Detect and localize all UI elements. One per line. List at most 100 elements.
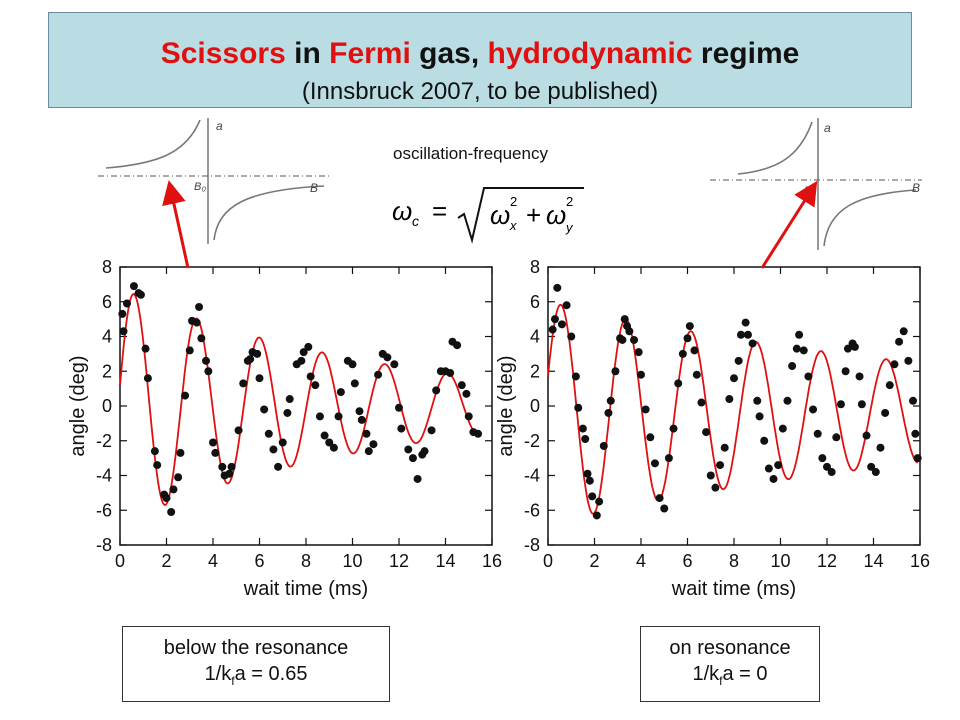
left-data-point xyxy=(311,381,320,390)
left-inset-curve-upper xyxy=(105,119,201,169)
left-data-point xyxy=(369,440,378,449)
right-data-point xyxy=(604,408,613,417)
right-data-point xyxy=(904,356,913,365)
right-data-point xyxy=(692,370,701,379)
right-data-point xyxy=(885,381,894,390)
right-data-point xyxy=(669,424,678,433)
left-inset-curve-lower xyxy=(213,185,325,241)
formula-omega-x: ω xyxy=(490,200,510,230)
left-y-tick-label: -4 xyxy=(96,466,112,486)
formula-equals: = xyxy=(432,196,447,226)
left-data-point xyxy=(362,429,371,438)
left-data-point xyxy=(432,386,441,395)
right-data-point xyxy=(909,396,918,405)
right-caption-box: on resonance 1/kfa = 0 xyxy=(640,626,820,702)
right-data-point xyxy=(664,454,673,463)
right-data-point xyxy=(641,405,650,414)
right-data-point xyxy=(578,424,587,433)
right-caption-value: a = 0 xyxy=(722,663,768,685)
left-data-point xyxy=(176,448,185,457)
formula-sup-x: 2 xyxy=(510,194,517,209)
left-caption-line2: 1/kfa = 0.65 xyxy=(123,661,389,694)
left-resonance-inset: a B₀ B xyxy=(96,114,344,246)
formula-sub-y: y xyxy=(565,220,574,235)
right-y-tick-label: -4 xyxy=(524,466,540,486)
left-data-point xyxy=(464,412,473,421)
right-data-point xyxy=(557,320,566,329)
right-data-point xyxy=(583,469,592,478)
right-inset-curve-upper xyxy=(737,121,813,175)
left-data-point xyxy=(325,438,334,447)
left-inset-label-a: a xyxy=(216,119,223,133)
right-caption-line2: 1/kfa = 0 xyxy=(641,661,819,694)
right-y-tick-label: 6 xyxy=(530,292,540,312)
right-data-point xyxy=(581,435,590,444)
left-data-point xyxy=(320,431,329,440)
right-data-point xyxy=(899,327,908,336)
left-data-point xyxy=(143,374,152,383)
right-data-point xyxy=(911,429,920,438)
right-data-point xyxy=(697,398,706,407)
left-caption-value: a = 0.65 xyxy=(234,663,308,685)
left-data-point xyxy=(299,348,308,357)
right-data-point xyxy=(799,346,808,355)
left-data-point xyxy=(334,412,343,421)
right-x-tick-label: 6 xyxy=(682,551,692,571)
formula-omega-y: ω xyxy=(546,200,566,230)
right-data-point xyxy=(867,462,876,471)
right-x-tick-label: 4 xyxy=(636,551,646,571)
left-data-point xyxy=(457,381,466,390)
right-data-point xyxy=(862,431,871,440)
right-data-point xyxy=(711,483,720,492)
left-y-tick-label: -2 xyxy=(96,431,112,451)
right-data-point xyxy=(625,327,634,336)
left-y-tick-label: -6 xyxy=(96,500,112,520)
left-data-point xyxy=(118,309,127,318)
left-data-point xyxy=(446,368,455,377)
left-x-tick-label: 10 xyxy=(342,551,362,571)
left-data-point xyxy=(374,370,383,379)
left-data-point xyxy=(153,461,162,470)
left-data-point xyxy=(122,299,131,308)
left-caption-line1: below the resonance xyxy=(163,637,349,659)
right-data-point xyxy=(876,443,885,452)
left-data-point xyxy=(225,469,234,478)
left-x-tick-label: 4 xyxy=(208,551,218,571)
left-data-point xyxy=(413,474,422,483)
right-data-point xyxy=(774,461,783,470)
left-data-point xyxy=(150,447,159,456)
left-inset-label-b: B xyxy=(310,181,318,195)
right-data-point xyxy=(764,464,773,473)
formula-omega-sub-c: c xyxy=(412,213,419,229)
right-data-point xyxy=(620,315,629,324)
left-data-point xyxy=(260,405,269,414)
right-data-point xyxy=(850,342,859,351)
left-data-point xyxy=(253,349,262,358)
left-caption-kf-prefix: 1/k xyxy=(204,663,232,685)
left-data-point xyxy=(408,454,417,463)
formula-sup-y: 2 xyxy=(566,194,573,209)
right-data-point xyxy=(881,408,890,417)
left-data-point xyxy=(350,379,359,388)
left-data-point xyxy=(404,445,413,454)
title-word-in: in xyxy=(285,37,330,70)
right-data-point xyxy=(683,334,692,343)
left-data-point xyxy=(211,448,220,457)
left-x-tick-label: 12 xyxy=(389,551,409,571)
left-data-point xyxy=(278,438,287,447)
left-data-point xyxy=(474,429,483,438)
left-data-point xyxy=(420,447,429,456)
right-y-tick-label: 2 xyxy=(530,361,540,381)
left-caption-box: below the resonance 1/kfa = 0.65 xyxy=(122,626,390,702)
left-y-axis-label: angle (deg) xyxy=(67,355,89,456)
left-data-point xyxy=(234,426,243,435)
left-x-tick-label: 14 xyxy=(435,551,455,571)
left-data-point xyxy=(204,367,213,376)
left-data-point xyxy=(119,327,128,336)
left-x-tick-label: 6 xyxy=(254,551,264,571)
right-data-point xyxy=(550,315,559,324)
right-y-tick-label: 8 xyxy=(530,257,540,277)
right-data-point xyxy=(832,433,841,442)
right-data-point xyxy=(736,330,745,339)
right-resonance-inset: a B₀ B xyxy=(708,114,934,254)
